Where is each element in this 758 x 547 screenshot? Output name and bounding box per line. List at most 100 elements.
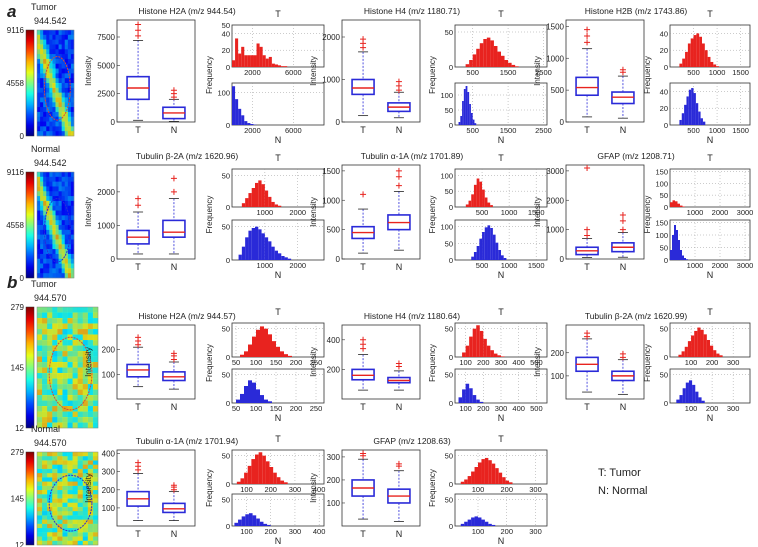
tissue-pixel <box>87 490 94 495</box>
histogram-bar <box>462 352 466 357</box>
outlier-marker <box>584 330 591 337</box>
x-tick-label-bottom: 100 <box>685 404 698 413</box>
tissue-pixel <box>55 268 59 274</box>
tissue-pixel <box>47 318 53 324</box>
tissue-pixel <box>64 220 69 226</box>
tissue-pixel <box>87 506 94 512</box>
y-tick-label: 0 <box>664 399 668 408</box>
tissue-pixel <box>40 186 44 192</box>
x-category-label: T <box>584 262 590 272</box>
tissue-pixel <box>61 73 65 79</box>
histogram-bar <box>268 241 272 260</box>
tissue-pixel <box>82 519 89 525</box>
tissue-pixel <box>37 131 41 137</box>
tissue-pixel <box>42 468 48 474</box>
histogram-bar <box>241 516 246 526</box>
color-scale-tick: 9116 <box>7 168 25 177</box>
tissue-pixel <box>77 340 83 346</box>
histogram-title: T <box>707 9 713 19</box>
tissue-pixel <box>67 68 72 74</box>
histogram-bar <box>694 330 698 357</box>
tissue-pixel <box>82 329 89 335</box>
tissue-pixel <box>43 121 47 127</box>
tissue-pixel <box>82 378 89 385</box>
box-n <box>162 350 186 390</box>
x-tick-label-top: 200 <box>477 358 490 367</box>
tissue-pixel <box>87 498 94 503</box>
iqr-box <box>351 78 375 96</box>
y-tick-label: 40 <box>660 29 668 38</box>
tissue-pixel <box>37 481 43 487</box>
tissue-pixel <box>67 44 72 50</box>
histogram-bar <box>710 345 714 357</box>
tissue-pixel <box>47 417 53 423</box>
tissue-pixel <box>47 389 53 396</box>
tissue-pixel <box>37 411 43 418</box>
x-category-label: T <box>135 529 141 539</box>
boxplot-title: Histone H2B (m/z 1743.86) <box>585 6 688 16</box>
histogram-bar <box>511 64 516 67</box>
histogram-bar <box>469 104 471 125</box>
tissue-pixel <box>77 329 83 335</box>
histogram-bar <box>474 516 478 526</box>
histogram-bar <box>498 250 501 260</box>
tissue-pixel <box>77 452 83 457</box>
tissue-pixel <box>72 329 78 335</box>
histogram-bar <box>247 123 251 125</box>
tissue-pixel <box>77 473 83 478</box>
tissue-pixel <box>82 502 89 508</box>
tissue-pixel <box>49 116 53 122</box>
tissue-pixel <box>37 102 41 108</box>
y-axis-label: Intensity <box>533 347 542 377</box>
tissue-pixel <box>87 477 94 482</box>
tissue-pixel <box>52 329 58 335</box>
histogram-bar <box>479 401 484 403</box>
tissue-pixel <box>70 83 75 89</box>
tissue-pixel <box>87 400 94 407</box>
tissue-pixel <box>43 172 47 178</box>
tissue-pixel <box>46 239 50 245</box>
histogram-bar <box>462 389 466 403</box>
tissue-pixel <box>55 102 59 108</box>
tissue-pixel <box>42 536 48 541</box>
tissue-pixel <box>82 312 89 319</box>
tissue-pixel <box>82 373 89 379</box>
y-tick-label: 0 <box>226 256 230 265</box>
tissue-pixel <box>46 68 50 74</box>
tissue-pixel <box>67 263 72 269</box>
tissue-pixel <box>58 68 62 74</box>
histogram-bar <box>474 467 478 484</box>
tissue-pixel <box>52 176 56 182</box>
tissue-pixel <box>55 258 59 264</box>
histogram-bar <box>238 519 242 526</box>
tissue-pixel <box>67 191 72 197</box>
boxplot-axes <box>341 164 421 260</box>
tissue-pixel <box>58 263 62 269</box>
histogram-bar <box>261 233 265 260</box>
tissue-pixel <box>70 107 75 113</box>
tissue-pixel <box>57 477 63 482</box>
histogram-bar <box>704 50 708 67</box>
x-tick-label-bottom: 1000 <box>687 261 704 270</box>
tissue-pixel <box>64 244 69 250</box>
histogram-bar <box>241 246 246 260</box>
y-tick-label: 0 <box>449 121 453 130</box>
box-n <box>387 460 411 522</box>
tissue-pixel <box>46 131 50 137</box>
histogram-axes <box>669 168 751 208</box>
tissue-pixel <box>64 181 69 187</box>
x-tick-label-bottom: 300 <box>529 527 542 536</box>
x-tick-label-top: 1000 <box>257 208 274 217</box>
y-tick-label: 100 <box>440 223 453 232</box>
tissue-pixel <box>87 502 94 508</box>
y-tick-label: 50 <box>222 371 230 380</box>
boxplot-b-9: Tubulin β-2A (m/z 1620.99)200100Intensit… <box>533 311 687 412</box>
histogram-bar <box>460 116 463 125</box>
tissue-pixel <box>57 540 63 546</box>
tissue-pixel <box>70 44 75 50</box>
tissue-pixel <box>52 68 56 74</box>
tissue-pixel <box>47 307 53 313</box>
boxplot-a-6: GFAP (m/z 1208.71)3000200010000Intensity… <box>533 151 675 272</box>
x-tick-label-top: 250 <box>310 358 323 367</box>
outlier-marker <box>135 459 142 466</box>
